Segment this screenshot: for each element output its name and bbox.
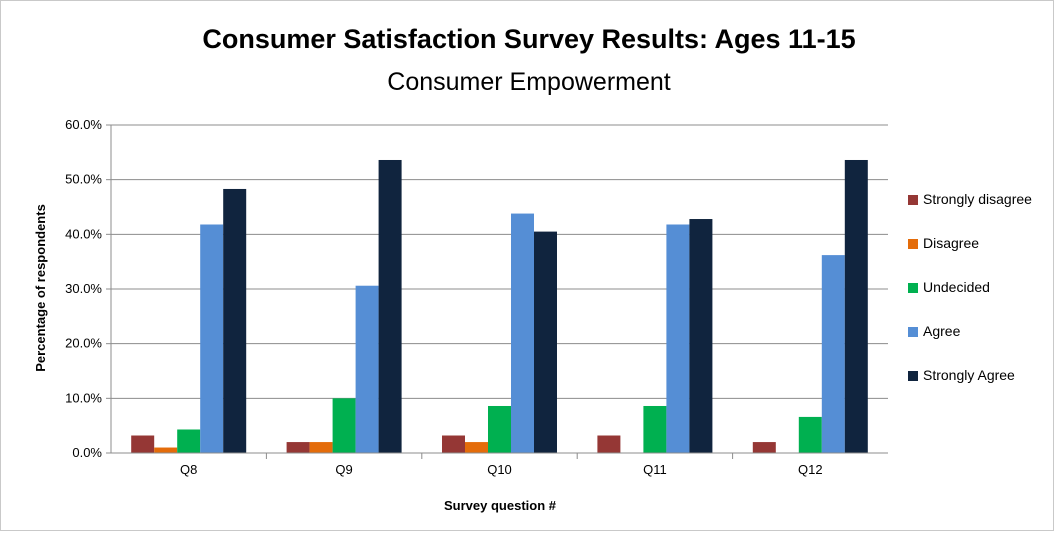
bar-q8-strongly-disagree xyxy=(131,435,155,453)
y-tick-label: 30.0% xyxy=(65,281,102,296)
bar-q8-agree xyxy=(200,224,224,453)
y-tick-label: 50.0% xyxy=(65,172,102,187)
legend-label: Agree xyxy=(923,323,961,339)
chart-title: Consumer Satisfaction Survey Results: Ag… xyxy=(202,24,856,54)
chart-subtitle: Consumer Empowerment xyxy=(387,68,671,96)
x-axis-label: Survey question # xyxy=(444,498,557,513)
legend-swatch xyxy=(908,239,918,249)
bar-q11-strongly-disagree xyxy=(597,435,621,453)
legend-swatch xyxy=(908,371,918,381)
legend-label: Undecided xyxy=(923,279,990,295)
y-tick-label: 40.0% xyxy=(65,226,102,241)
legend-swatch xyxy=(908,327,918,337)
y-tick-label: 60.0% xyxy=(65,117,102,132)
bar-q11-undecided xyxy=(643,405,667,453)
bar-q9-undecided xyxy=(332,398,356,453)
bar-q9-agree xyxy=(355,285,379,453)
bar-q12-strongly-disagree xyxy=(752,442,776,453)
x-tick-label: Q9 xyxy=(335,462,352,477)
bar-q12-undecided xyxy=(798,416,822,453)
bar-q11-agree xyxy=(666,224,690,453)
bar-q8-strongly-agree xyxy=(223,188,247,453)
bar-q8-undecided xyxy=(177,429,201,453)
bar-q8-disagree xyxy=(154,447,178,453)
x-tick-label: Q11 xyxy=(643,462,667,477)
bar-q9-strongly-agree xyxy=(378,159,402,453)
bar-q10-disagree xyxy=(465,442,488,453)
legend-label: Disagree xyxy=(923,235,980,251)
legend-label: Strongly disagree xyxy=(923,191,1032,207)
bar-q9-disagree xyxy=(309,442,333,453)
bar-q10-agree xyxy=(511,213,534,453)
y-axis-label: Percentage of respondents xyxy=(33,204,48,372)
y-tick-label: 0.0% xyxy=(72,445,102,460)
bar-q9-strongly-disagree xyxy=(286,442,310,453)
bar-q12-strongly-agree xyxy=(844,159,868,453)
bar-q10-strongly-agree xyxy=(534,231,557,453)
legend-swatch xyxy=(908,195,918,205)
bar-q10-strongly-disagree xyxy=(442,435,465,453)
legend-label: Strongly Agree xyxy=(923,367,1015,383)
bar-q12-agree xyxy=(821,255,845,453)
y-tick-label: 10.0% xyxy=(65,390,102,405)
bar-q10-undecided xyxy=(488,405,511,453)
legend-swatch xyxy=(908,283,918,293)
x-tick-label: Q10 xyxy=(487,462,512,477)
y-tick-label: 20.0% xyxy=(65,336,102,351)
x-tick-label: Q8 xyxy=(180,462,197,477)
x-tick-label: Q12 xyxy=(798,462,823,477)
bar-q11-strongly-agree xyxy=(689,219,713,453)
